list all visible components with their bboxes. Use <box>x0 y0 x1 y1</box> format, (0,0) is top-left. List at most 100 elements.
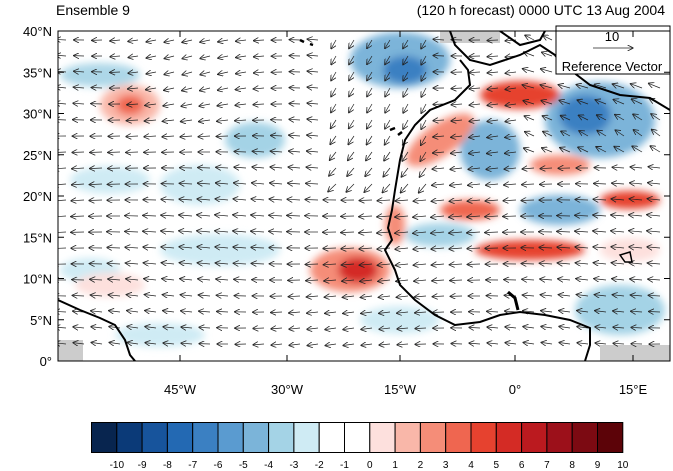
wind-arrow <box>146 56 157 58</box>
wind-arrow <box>58 120 67 121</box>
wind-arrow <box>594 295 607 296</box>
wind-arrow <box>307 312 319 313</box>
wind-arrow <box>90 168 103 169</box>
wind-arrow <box>234 279 247 280</box>
wind-arrow <box>505 88 517 90</box>
wind-arrow <box>197 247 211 248</box>
wind-arrow <box>197 263 211 264</box>
wind-arrow <box>611 215 625 216</box>
wind-arrow <box>145 311 157 313</box>
wind-arrow <box>395 232 409 233</box>
wind-arrow <box>487 56 499 57</box>
wind-arrow <box>419 167 427 177</box>
lon-label: 45°W <box>164 382 197 397</box>
wind-arrow <box>651 129 661 137</box>
wind-arrow <box>198 120 211 122</box>
wind-arrow <box>612 84 625 88</box>
wind-arrow <box>215 231 229 232</box>
colorbar-box <box>495 422 523 453</box>
wind-arrow <box>109 342 121 344</box>
wind-arrow <box>377 232 391 233</box>
wind-arrow <box>633 114 643 121</box>
wind-arrow <box>487 40 499 41</box>
wind-arrow <box>377 200 391 201</box>
wind-arrow <box>421 87 426 97</box>
wind-arrow <box>630 183 643 184</box>
wind-arrow <box>451 136 463 137</box>
wind-arrow <box>323 248 337 249</box>
wind-arrow <box>217 104 229 106</box>
wind-arrow <box>433 136 445 137</box>
lon-label: 15°W <box>384 382 417 397</box>
wind-arrow <box>469 136 481 138</box>
wind-arrow <box>578 147 589 153</box>
wind-arrow <box>629 215 643 216</box>
wind-arrow <box>289 328 301 329</box>
wind-arrow <box>253 40 265 41</box>
wind-arrow <box>522 85 535 88</box>
wind-arrow <box>269 231 283 232</box>
wind-arrow <box>349 55 355 65</box>
wind-arrow <box>181 311 193 312</box>
wind-arrow <box>58 184 67 185</box>
colorbar-label: 1 <box>392 460 398 470</box>
colorbar-label: 2 <box>418 460 424 470</box>
wind-arrow <box>199 88 211 91</box>
colorbar-label: 8 <box>569 460 575 470</box>
wind-arrow <box>367 87 373 97</box>
colorbar-box <box>192 422 219 453</box>
wind-arrow <box>307 344 319 346</box>
wind-arrow <box>612 183 625 184</box>
wind-arrow <box>198 295 211 296</box>
wind-arrow <box>403 119 409 129</box>
wind-arrow <box>71 216 85 217</box>
wind-arrow <box>306 280 319 281</box>
wind-arrow <box>73 103 85 104</box>
wind-arrow <box>90 279 103 280</box>
wind-arrow <box>359 232 373 233</box>
wind-arrow <box>594 84 607 88</box>
wind-arrow <box>270 167 283 168</box>
wind-arrow <box>58 311 67 312</box>
wind-arrow <box>523 101 535 105</box>
wind-arrow <box>110 40 121 41</box>
colorbar-box <box>394 422 421 453</box>
wind-arrow <box>198 279 211 280</box>
wind-arrow <box>596 147 607 153</box>
colorbar-boxes <box>91 422 624 453</box>
wind-arrow <box>449 248 463 249</box>
wind-arrow <box>128 40 139 42</box>
wind-arrow <box>307 55 319 56</box>
wind-arrow <box>403 55 409 65</box>
wind-arrow <box>199 104 211 106</box>
wind-arrow <box>615 130 625 137</box>
wind-arrow <box>110 72 121 73</box>
wind-arrow <box>647 199 661 200</box>
wind-arrow <box>449 264 463 265</box>
wind-arrow <box>558 279 571 280</box>
colorbar-labels: -10 -9 -8 -7 -6 -5 -4 -3 -2 -1 0 1 2 3 4 5 6 7 8 9 10 <box>110 460 629 470</box>
wind-arrow <box>421 55 427 65</box>
wind-arrow <box>522 279 535 280</box>
wind-arrow <box>487 327 499 328</box>
wind-arrow <box>143 263 157 264</box>
wind-arrow <box>199 327 211 328</box>
wind-arrow <box>217 311 229 312</box>
wind-arrow <box>73 87 85 88</box>
wind-arrow <box>307 135 319 136</box>
wind-arrow <box>629 247 643 248</box>
wind-arrow <box>449 232 463 233</box>
colorbar-box <box>597 422 624 453</box>
wind-arrow <box>413 200 427 201</box>
reference-vector-value: 10 <box>605 29 619 44</box>
wind-arrow <box>559 326 571 328</box>
wind-arrow <box>451 344 463 345</box>
wind-arrow <box>597 130 607 137</box>
wind-arrow <box>271 344 283 345</box>
wind-arrow <box>540 279 553 280</box>
wind-arrow <box>542 52 553 56</box>
wind-arrow <box>542 116 553 120</box>
wind-arrow <box>307 328 319 329</box>
wind-arrow <box>331 87 337 97</box>
wind-arrow <box>366 151 373 161</box>
